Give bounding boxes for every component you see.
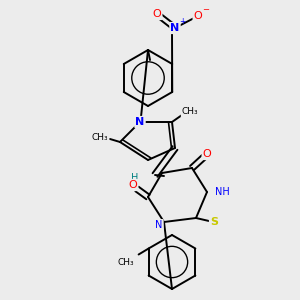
Text: N: N bbox=[155, 220, 163, 230]
Text: CH₃: CH₃ bbox=[117, 258, 134, 267]
Text: CH₃: CH₃ bbox=[182, 107, 198, 116]
Text: O: O bbox=[202, 149, 211, 159]
Text: O: O bbox=[194, 11, 202, 21]
Text: −: − bbox=[202, 5, 209, 14]
Text: CH₃: CH₃ bbox=[92, 134, 108, 142]
Text: O: O bbox=[153, 9, 161, 19]
Text: NH: NH bbox=[215, 187, 230, 197]
Text: N: N bbox=[135, 117, 145, 127]
Text: N: N bbox=[170, 23, 180, 33]
Text: +: + bbox=[179, 16, 185, 26]
Text: H: H bbox=[131, 173, 139, 183]
Text: S: S bbox=[210, 217, 218, 227]
Text: O: O bbox=[129, 180, 137, 190]
